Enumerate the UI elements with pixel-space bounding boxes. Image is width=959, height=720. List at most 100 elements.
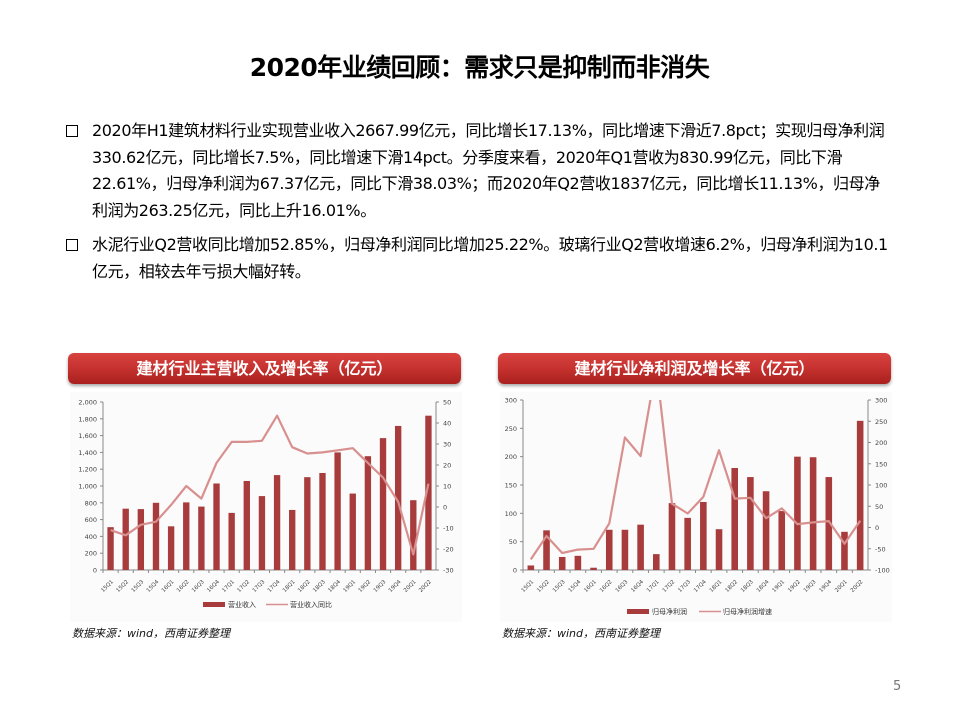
- x-tick-label: 17Q3: [677, 579, 692, 594]
- revenue-chart-panel: 建材行业主营收入及增长率（亿元） 0 200 400 600 800 1,000 1,200…: [60, 350, 470, 650]
- bullet-item: 2020年H1建筑材料行业实现营业收入2667.99亿元，同比增长17.13%，…: [64, 118, 894, 224]
- bar: [684, 517, 691, 570]
- bar: [213, 483, 220, 570]
- x-tick-label: 16Q1: [161, 579, 176, 594]
- x-tick-label: 20Q2: [418, 579, 433, 594]
- bar: [668, 503, 676, 570]
- x-tick-label: 15Q1: [521, 579, 536, 594]
- x-tick-label: 15Q2: [115, 579, 130, 594]
- bar: [700, 502, 707, 570]
- x-tick-label: 19Q4: [388, 579, 403, 594]
- bar: [621, 529, 629, 570]
- bar: [304, 477, 311, 570]
- bar: [379, 438, 387, 570]
- y-tick-label: 150: [505, 482, 517, 490]
- bar: [747, 477, 754, 570]
- y-tick-label: 1,600: [78, 432, 97, 440]
- y-tick-label: 20: [443, 462, 451, 470]
- bar: [794, 456, 801, 570]
- y-tick-label: 50: [875, 503, 883, 511]
- revenue-chart: 02004006008001,0001,2001,4001,6001,8002,…: [78, 399, 454, 610]
- x-tick-label: 19Q4: [818, 579, 833, 594]
- bar: [334, 452, 341, 570]
- checkbox-square-icon: [66, 239, 78, 251]
- x-tick-label: 16Q3: [615, 579, 630, 594]
- legend-label: 归母净利润: [652, 607, 687, 616]
- y-tick-label: 200: [505, 453, 517, 461]
- x-tick-label: 19Q3: [373, 579, 388, 594]
- chart-legend: 营业收入 营业收入同比: [203, 600, 332, 609]
- bar: [605, 529, 613, 570]
- bar: [637, 524, 644, 570]
- bar: [574, 555, 582, 570]
- y-tick-label: -100: [875, 567, 890, 575]
- bar: [258, 496, 266, 570]
- y-tick-label: 200: [85, 550, 97, 558]
- bar: [289, 509, 296, 570]
- y-tick-label: 150: [875, 460, 887, 468]
- bar: [198, 506, 205, 570]
- bullet-item: 水泥行业Q2营收同比增加52.85%，归母净利润同比增加25.22%。玻璃行业Q…: [64, 232, 894, 285]
- bullet-list: 2020年H1建筑材料行业实现营业收入2667.99亿元，同比增长17.13%，…: [64, 118, 894, 293]
- bar: [228, 512, 235, 570]
- y-tick-label: 800: [85, 499, 97, 507]
- x-tick-label: 16Q3: [191, 579, 206, 594]
- x-tick-label: 18Q4: [327, 579, 342, 594]
- x-tick-label: 16Q2: [599, 579, 614, 594]
- bar: [715, 529, 723, 570]
- legend-label: 营业收入同比: [290, 600, 332, 609]
- bar: [364, 456, 372, 570]
- y-tick-label: 1,800: [78, 415, 97, 423]
- y-tick-label: 30: [443, 441, 451, 449]
- bar: [243, 480, 250, 570]
- y-tick-label: 600: [85, 516, 97, 524]
- y-tick-label: -20: [443, 546, 454, 554]
- y-tick-label: 200: [875, 439, 887, 447]
- legend-bar-swatch: [203, 602, 225, 607]
- bar: [809, 457, 817, 570]
- y-tick-label: 250: [505, 425, 517, 433]
- x-tick-label: 15Q4: [146, 579, 161, 594]
- growth-line: [110, 414, 430, 556]
- y-tick-label: 1,400: [78, 449, 97, 457]
- x-tick-label: 19Q2: [787, 579, 802, 594]
- bar: [137, 509, 145, 570]
- x-tick-label: 19Q2: [358, 579, 373, 594]
- bullet-text: 水泥行业Q2营收同比增加52.85%，归母净利润同比增加25.22%。玻璃行业Q…: [92, 235, 888, 281]
- x-tick-label: 17Q1: [221, 579, 236, 594]
- legend-bar-swatch: [627, 609, 649, 614]
- x-tick-label: 18Q1: [282, 579, 297, 594]
- x-tick-label: 19Q3: [803, 579, 818, 594]
- y-tick-label: 300: [875, 397, 887, 405]
- page-number: 5: [893, 679, 902, 694]
- bar: [167, 526, 175, 570]
- x-tick-label: 17Q3: [252, 579, 267, 594]
- profit-chart-panel: 建材行业净利润及增长率（亿元） 0 50 100 150 200 250 300 -100 -5…: [490, 350, 900, 650]
- bar: [107, 527, 114, 570]
- x-tick-label: 18Q2: [297, 579, 312, 594]
- page-title: 2020年业绩回顾：需求只是抑制而非消失: [249, 53, 710, 82]
- bar: [319, 472, 326, 570]
- x-tick-label: 15Q4: [568, 579, 583, 594]
- chart-header: 建材行业净利润及增长率（亿元）: [498, 353, 891, 384]
- x-tick-label: 17Q1: [646, 579, 661, 594]
- y-tick-label: 1,200: [78, 466, 97, 474]
- y-tick-label: -50: [875, 545, 886, 553]
- y-tick-label: 40: [443, 420, 451, 428]
- bar: [349, 493, 356, 570]
- bar: [183, 502, 190, 570]
- bar: [731, 468, 738, 570]
- x-tick-label: 19Q1: [342, 579, 357, 594]
- bar: [410, 500, 417, 570]
- bar: [778, 511, 786, 570]
- y-tick-label: 1,000: [78, 483, 97, 491]
- bar: [762, 491, 770, 570]
- chart-legend: 归母净利润 归母净利润增速: [627, 607, 772, 616]
- bullet-text: 2020年H1建筑材料行业实现营业收入2667.99亿元，同比增长17.13%，…: [92, 121, 885, 220]
- y-tick-label: 50: [509, 538, 517, 546]
- x-tick-label: 17Q4: [693, 579, 708, 594]
- bar: [152, 502, 160, 570]
- y-tick-label: 0: [93, 567, 97, 575]
- chart-area: 0 50 100 150 200 250 300 -100 -50 0 50 100 150 200 250…: [500, 392, 892, 622]
- checkbox-square-icon: [66, 125, 78, 137]
